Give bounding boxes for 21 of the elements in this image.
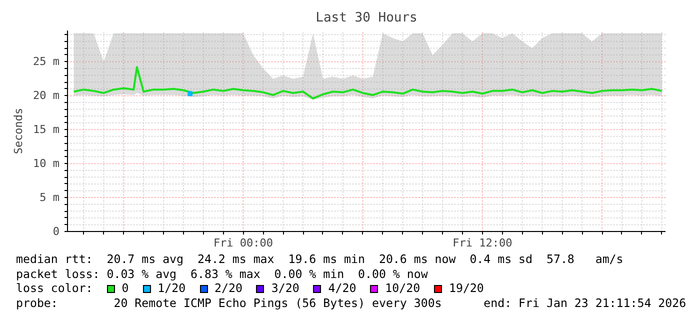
legend-title: loss color:	[16, 281, 93, 296]
legend-label: 2/20	[214, 281, 242, 296]
text: packet loss: 0.03 % avg 6.83 % max 0.00 % min 0.00 % now	[16, 266, 428, 281]
legend-label: 10/20	[385, 281, 420, 296]
x-tick-label: Fri 00:00	[213, 236, 274, 250]
y-tick-label: 15 m	[33, 123, 60, 136]
legend-label: 3/20	[271, 281, 300, 296]
legend-label: 19/20	[448, 281, 484, 296]
y-axis-title: Seconds	[12, 108, 26, 154]
y-tick-label: 10 m	[33, 157, 60, 170]
y-tick-label: 0	[52, 225, 60, 238]
text: median rtt: 20.7 ms avg 24.2 ms max 19.6 ms min 20.6 ms now 0.4 ms sd 57.8 am/s	[16, 252, 624, 266]
x-tick-label: Fri 12:00	[452, 236, 512, 250]
y-tick-label: 25 m	[33, 55, 60, 68]
text: probe: 20 Remote ICMP Echo Pings (56 Bytes) every 300s end: Fri Jan 23 21:11:54 2026	[16, 296, 686, 310]
chart-title: Last 30 Hours	[316, 10, 418, 26]
legend-label: 1/20	[158, 281, 186, 296]
legend-label: 0	[122, 281, 129, 296]
legend-label: 4/20	[328, 281, 356, 296]
y-tick-label: 5 m	[40, 191, 60, 204]
y-tick-label: 20 m	[33, 89, 60, 102]
